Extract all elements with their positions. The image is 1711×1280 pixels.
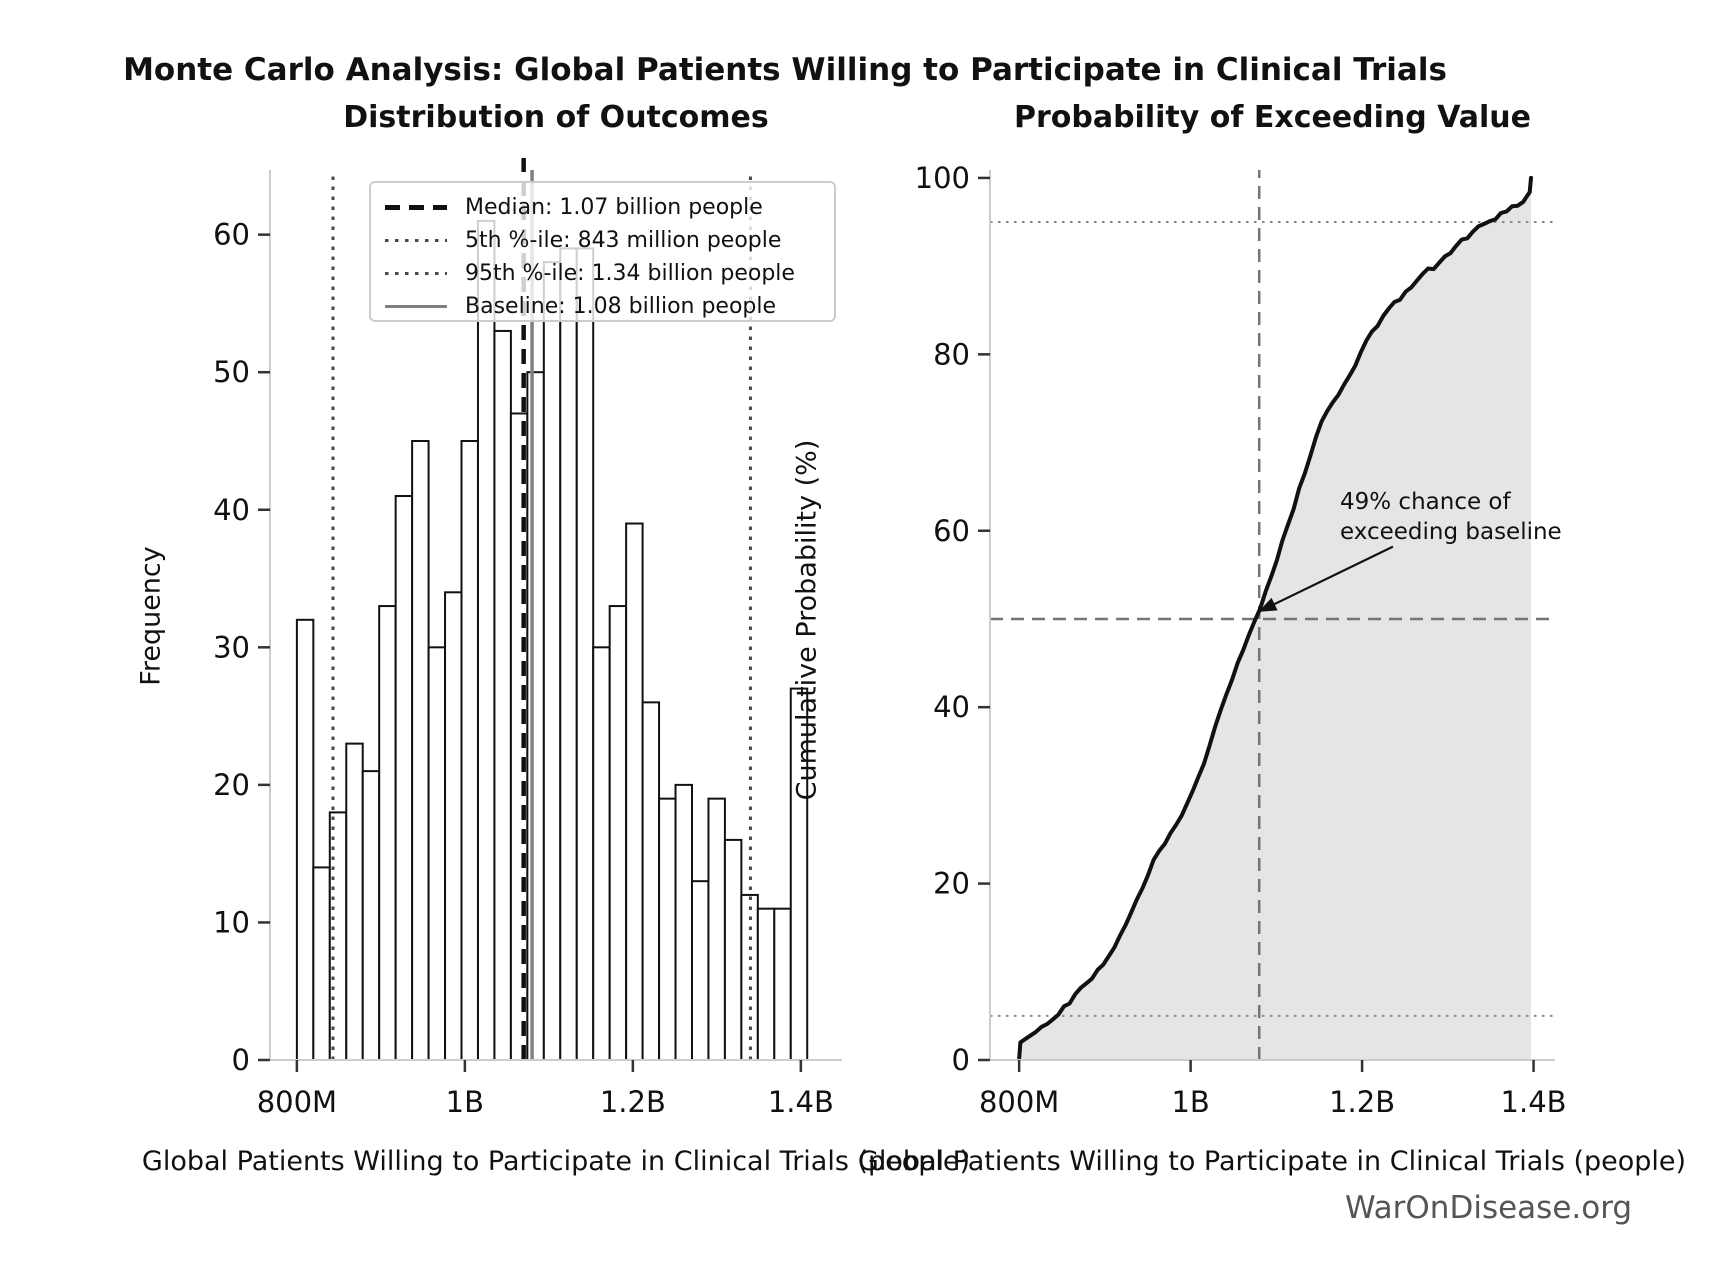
legend-row-baseline: Baseline: 1.08 billion people xyxy=(385,290,834,323)
histogram-bar xyxy=(674,783,693,1061)
cdf-y-tick-label: 80 xyxy=(933,337,970,371)
histogram-bar xyxy=(378,605,397,1061)
cdf-x-axis-label: Global Patients Willing to Participate i… xyxy=(857,1146,1687,1177)
histogram-bar xyxy=(312,866,331,1062)
histogram-bar xyxy=(707,797,726,1062)
histogram-y-tick-label: 50 xyxy=(213,355,250,389)
histogram-x-tick-label: 1.4B xyxy=(768,1085,834,1119)
cdf-y-tick-label: 0 xyxy=(952,1043,970,1077)
cdf-x-tick-label: 1.4B xyxy=(1501,1085,1567,1119)
cdf-x-tick-label: 800M xyxy=(979,1085,1059,1119)
histogram-bar xyxy=(575,247,595,1062)
histogram-bar xyxy=(592,646,611,1061)
median-line-swatch xyxy=(385,205,447,210)
legend-row-p95: 95th %-ile: 1.34 billion people xyxy=(385,257,834,290)
annotation-arrow-line xyxy=(1270,545,1394,607)
legend-row-median: Median: 1.07 billion people xyxy=(385,191,834,224)
legend-label-p95: 95th %-ile: 1.34 billion people xyxy=(465,261,795,286)
p95-line-swatch xyxy=(385,272,447,275)
histogram-bar xyxy=(444,591,463,1061)
histogram-bar xyxy=(723,838,743,1062)
histogram-bar xyxy=(476,219,496,1062)
histogram-bar xyxy=(427,646,447,1061)
histogram-bar xyxy=(526,371,545,1061)
histogram-x-tick-label: 1B xyxy=(446,1085,484,1119)
legend: Median: 1.07 billion people 5th %-ile: 8… xyxy=(369,181,836,322)
histogram-bar xyxy=(394,495,414,1061)
p5-line-swatch xyxy=(385,239,447,242)
histogram-x-axis-label: Global Patients Willing to Participate i… xyxy=(141,1146,971,1177)
histogram-bar xyxy=(345,742,364,1061)
cdf-y-axis-label: Cumulative Probability (%) xyxy=(791,439,823,801)
histogram-bar xyxy=(658,797,677,1062)
cdf-title: Probability of Exceeding Value xyxy=(1013,100,1532,135)
histogram-bar xyxy=(361,770,381,1061)
histogram-bar xyxy=(608,605,628,1061)
histogram-bar xyxy=(756,907,776,1061)
histogram-bar xyxy=(411,439,430,1061)
histogram-y-tick-label: 60 xyxy=(213,218,250,252)
histogram-bar xyxy=(559,247,578,1062)
histogram-bar xyxy=(493,329,512,1061)
histogram-bar xyxy=(625,522,644,1061)
page-title: Monte Carlo Analysis: Global Patients Wi… xyxy=(123,52,1447,88)
cdf-annotation: 49% chance of exceeding baseline xyxy=(1340,487,1562,547)
histogram-bar xyxy=(542,261,562,1061)
histogram-y-tick-label: 10 xyxy=(213,905,250,939)
cdf-y-tick-label: 60 xyxy=(933,514,970,548)
histogram-x-tick-label: 1.2B xyxy=(600,1085,666,1119)
annotation-arrow-head xyxy=(1258,597,1278,612)
cdf-x-tick-label: 1.2B xyxy=(1329,1085,1395,1119)
cdf-y-tick-label: 40 xyxy=(933,690,970,724)
watermark: WarOnDisease.org xyxy=(1345,1190,1633,1226)
legend-label-p5: 5th %-ile: 843 million people xyxy=(465,228,782,253)
baseline-line-swatch xyxy=(385,304,447,309)
histogram-bar xyxy=(641,701,661,1061)
histogram-title: Distribution of Outcomes xyxy=(343,100,769,135)
histogram-y-tick-label: 0 xyxy=(232,1043,250,1077)
legend-label-baseline: Baseline: 1.08 billion people xyxy=(465,294,777,319)
histogram-bar xyxy=(690,880,710,1062)
histogram-y-tick-label: 40 xyxy=(213,493,250,527)
histogram-y-axis-label: Frequency xyxy=(135,546,167,686)
histogram-y-tick-label: 30 xyxy=(213,630,250,664)
cdf-y-tick-label: 100 xyxy=(915,161,970,195)
cdf-x-tick-label: 1B xyxy=(1171,1085,1209,1119)
histogram-bar xyxy=(773,907,792,1061)
cdf-curve xyxy=(1017,175,1533,1061)
cdf-y-tick-label: 20 xyxy=(933,867,970,901)
legend-row-p5: 5th %-ile: 843 million people xyxy=(385,224,834,257)
histogram-x-tick-label: 800M xyxy=(257,1085,337,1119)
histogram-y-tick-label: 20 xyxy=(213,768,250,802)
legend-label-median: Median: 1.07 billion people xyxy=(465,195,763,220)
histogram-bar xyxy=(460,439,479,1061)
histogram-bar xyxy=(295,618,315,1061)
annotation-line-1: 49% chance of xyxy=(1340,489,1511,515)
annotation-line-2: exceeding baseline xyxy=(1340,519,1562,545)
